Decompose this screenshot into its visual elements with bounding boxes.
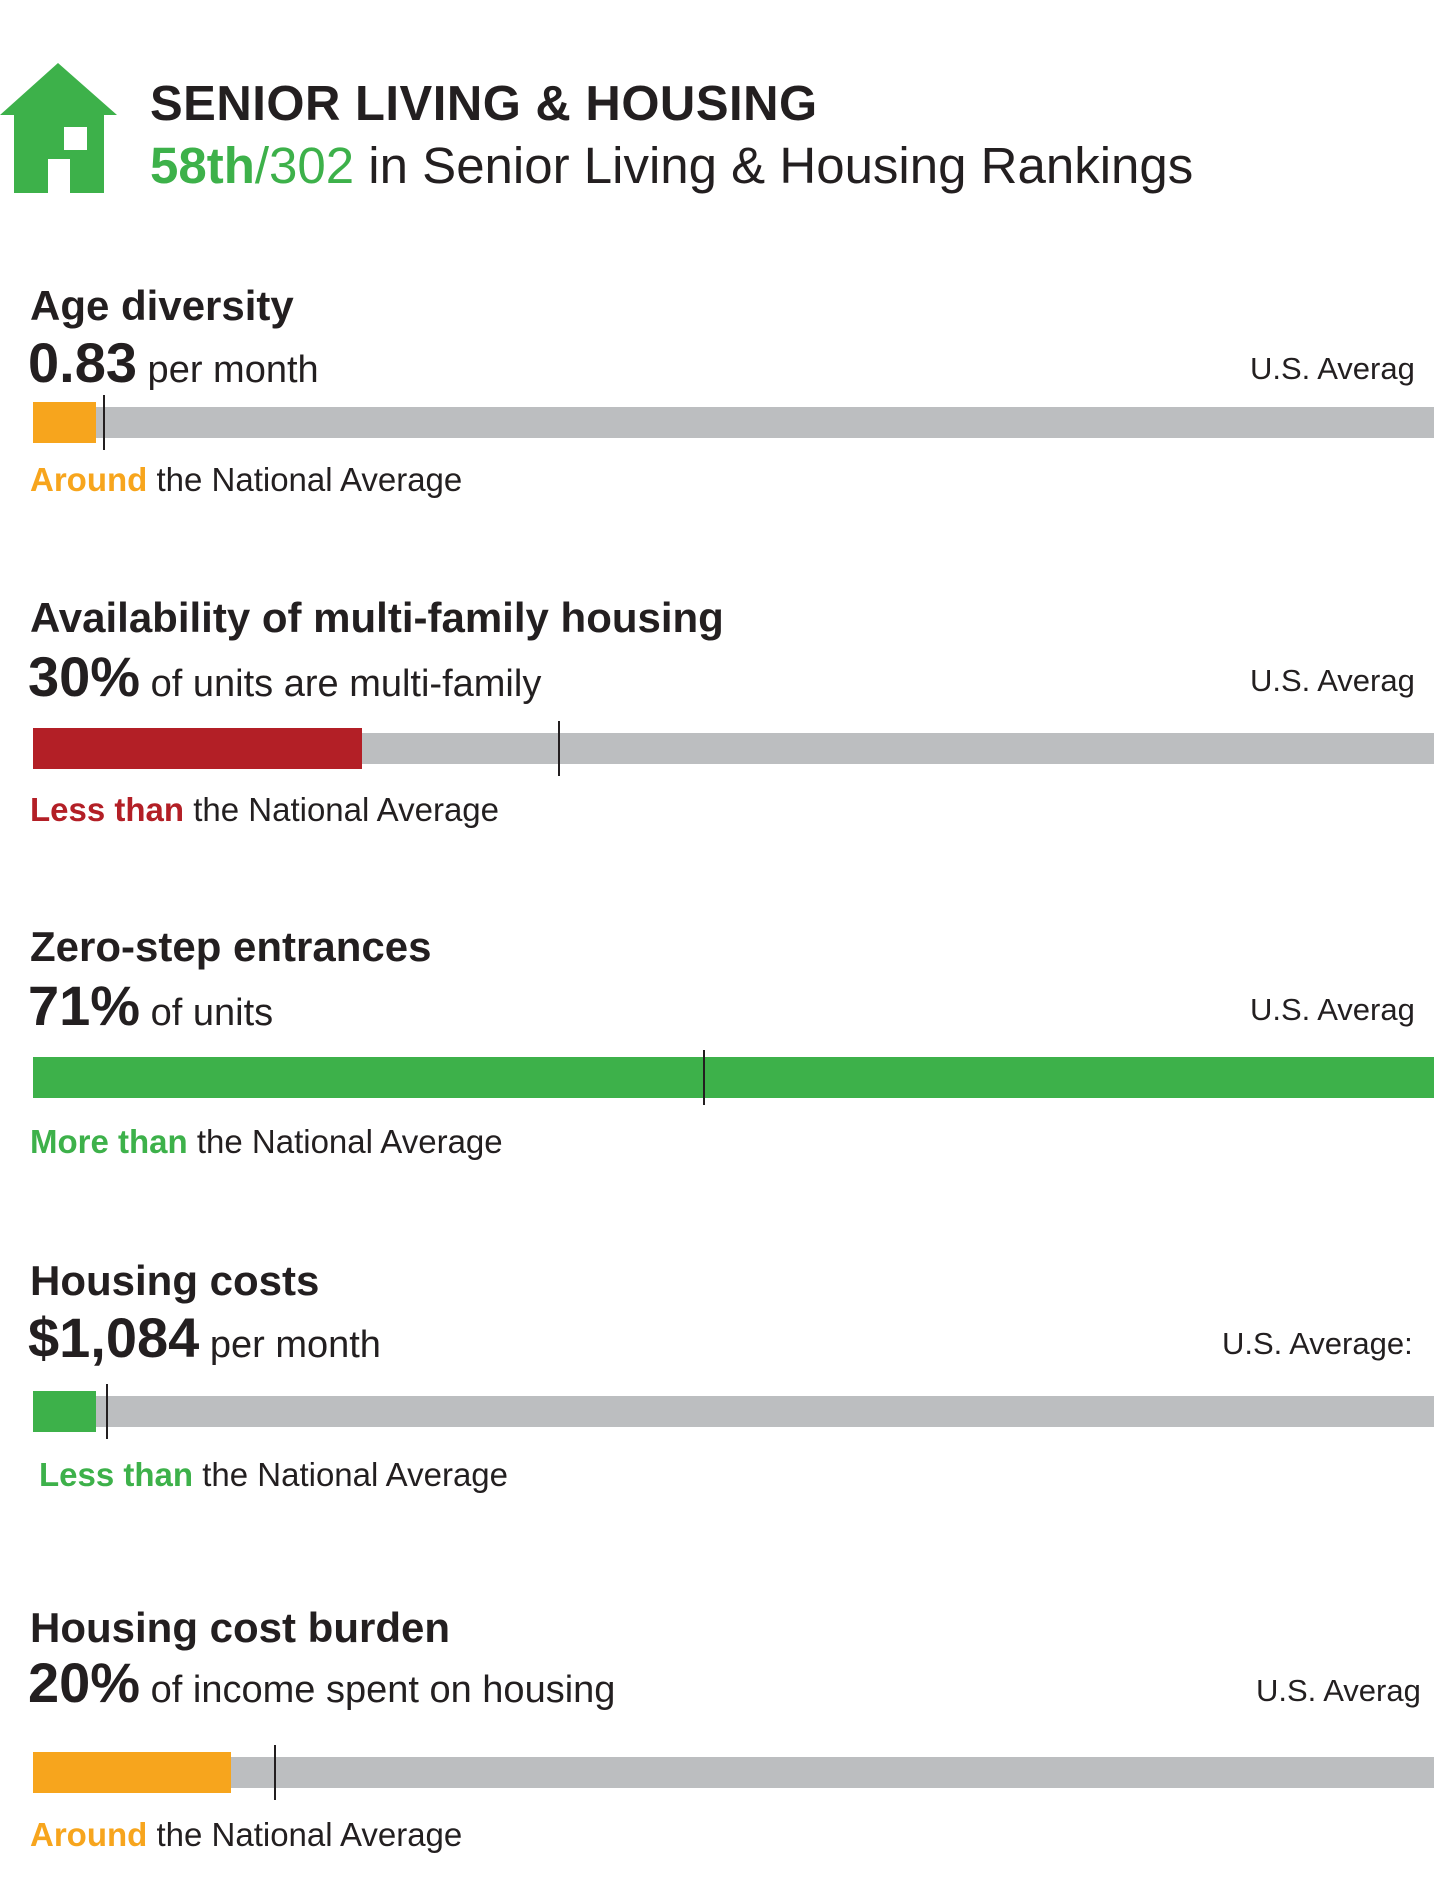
metric-value-line: 30% of units are multi-family — [28, 649, 541, 705]
bar-fill — [33, 402, 96, 443]
section-title: SENIOR LIVING & HOUSING — [150, 77, 818, 131]
metric-multi-family-housing: Availability of multi-family housing 30%… — [0, 597, 1434, 827]
house-icon-roof — [0, 63, 117, 193]
comparison-rest: the National Average — [147, 461, 463, 498]
metric-value-line: $1,084 per month — [28, 1310, 381, 1366]
national-average-marker — [106, 1384, 108, 1439]
rank-total: 302 — [269, 137, 355, 194]
house-icon-window — [64, 127, 87, 150]
bar-track — [33, 1050, 1434, 1105]
comparison-text: More than the National Average — [30, 1125, 503, 1158]
us-average-label: U.S. Averag — [1256, 1673, 1421, 1708]
national-average-marker — [558, 721, 560, 776]
metric-value: 71% — [28, 974, 141, 1037]
bar-track — [33, 721, 1434, 776]
rank-suffix: in Senior Living & Housing Rankings — [354, 137, 1194, 194]
metric-zero-step-entrances: Zero-step entrances 71% of units U.S. Av… — [0, 923, 1434, 1158]
metric-unit: of income spent on housing — [140, 1669, 616, 1711]
us-average-label: U.S. Averag — [1250, 351, 1415, 386]
rank-line: 58th/302 in Senior Living & Housing Rank… — [150, 140, 1193, 191]
metric-value-line: 71% of units — [28, 978, 273, 1034]
bar-fill — [33, 1752, 231, 1793]
metric-value: $1,084 — [28, 1306, 200, 1369]
comparison-text: Around the National Average — [30, 463, 462, 496]
metric-value: 20% — [28, 1651, 141, 1714]
bar-fill — [33, 1391, 96, 1432]
comparison-text: Less than the National Average — [30, 793, 499, 826]
metric-value-line: 0.83 per month — [28, 335, 319, 391]
comparison-rest: the National Average — [184, 791, 499, 828]
metric-unit: of units are multi-family — [140, 663, 542, 705]
comparison-word: Less than — [39, 1456, 194, 1493]
comparison-rest: the National Average — [187, 1123, 503, 1160]
metric-value: 0.83 — [28, 331, 137, 394]
us-average-label: U.S. Averag — [1250, 663, 1415, 698]
metric-unit: per month — [137, 349, 319, 391]
section-header: SENIOR LIVING & HOUSING 58th/302 in Seni… — [0, 60, 1434, 200]
metric-unit: of units — [140, 992, 274, 1034]
house-icon — [0, 63, 117, 193]
rank-separator: / — [254, 137, 270, 194]
metric-label: Housing cost burden — [30, 1604, 450, 1651]
metric-label: Availability of multi-family housing — [30, 594, 724, 641]
metric-value: 30% — [28, 645, 141, 708]
comparison-rest: the National Average — [147, 1816, 463, 1853]
metric-label: Zero-step entrances — [30, 923, 432, 970]
metric-label: Housing costs — [30, 1257, 320, 1304]
us-average-label: U.S. Average: — [1222, 1326, 1413, 1361]
national-average-marker — [274, 1745, 276, 1800]
us-average-label: U.S. Averag — [1250, 992, 1415, 1027]
metric-label: Age diversity — [30, 282, 294, 329]
comparison-word: Around — [30, 461, 148, 498]
bar-track — [33, 395, 1434, 450]
comparison-text: Around the National Average — [30, 1818, 462, 1851]
bar-fill — [33, 1057, 1434, 1098]
metric-value-line: 20% of income spent on housing — [28, 1655, 615, 1711]
bar-track — [33, 1384, 1434, 1439]
rank-place: 58th — [150, 137, 255, 194]
bar-track — [33, 1745, 1434, 1800]
bar-fill — [33, 728, 362, 769]
metric-unit: per month — [199, 1324, 381, 1366]
metric-housing-costs: Housing costs $1,084 per month U.S. Aver… — [0, 1257, 1434, 1491]
comparison-rest: the National Average — [193, 1456, 508, 1493]
comparison-word: Around — [30, 1816, 148, 1853]
metric-housing-cost-burden: Housing cost burden 20% of income spent … — [0, 1604, 1434, 1851]
comparison-word: Less than — [30, 791, 185, 828]
comparison-text: Less than the National Average — [39, 1458, 508, 1491]
national-average-marker — [103, 395, 105, 450]
metric-age-diversity: Age diversity 0.83 per month U.S. Averag… — [0, 285, 1434, 515]
comparison-word: More than — [30, 1123, 188, 1160]
national-average-marker — [703, 1050, 705, 1105]
